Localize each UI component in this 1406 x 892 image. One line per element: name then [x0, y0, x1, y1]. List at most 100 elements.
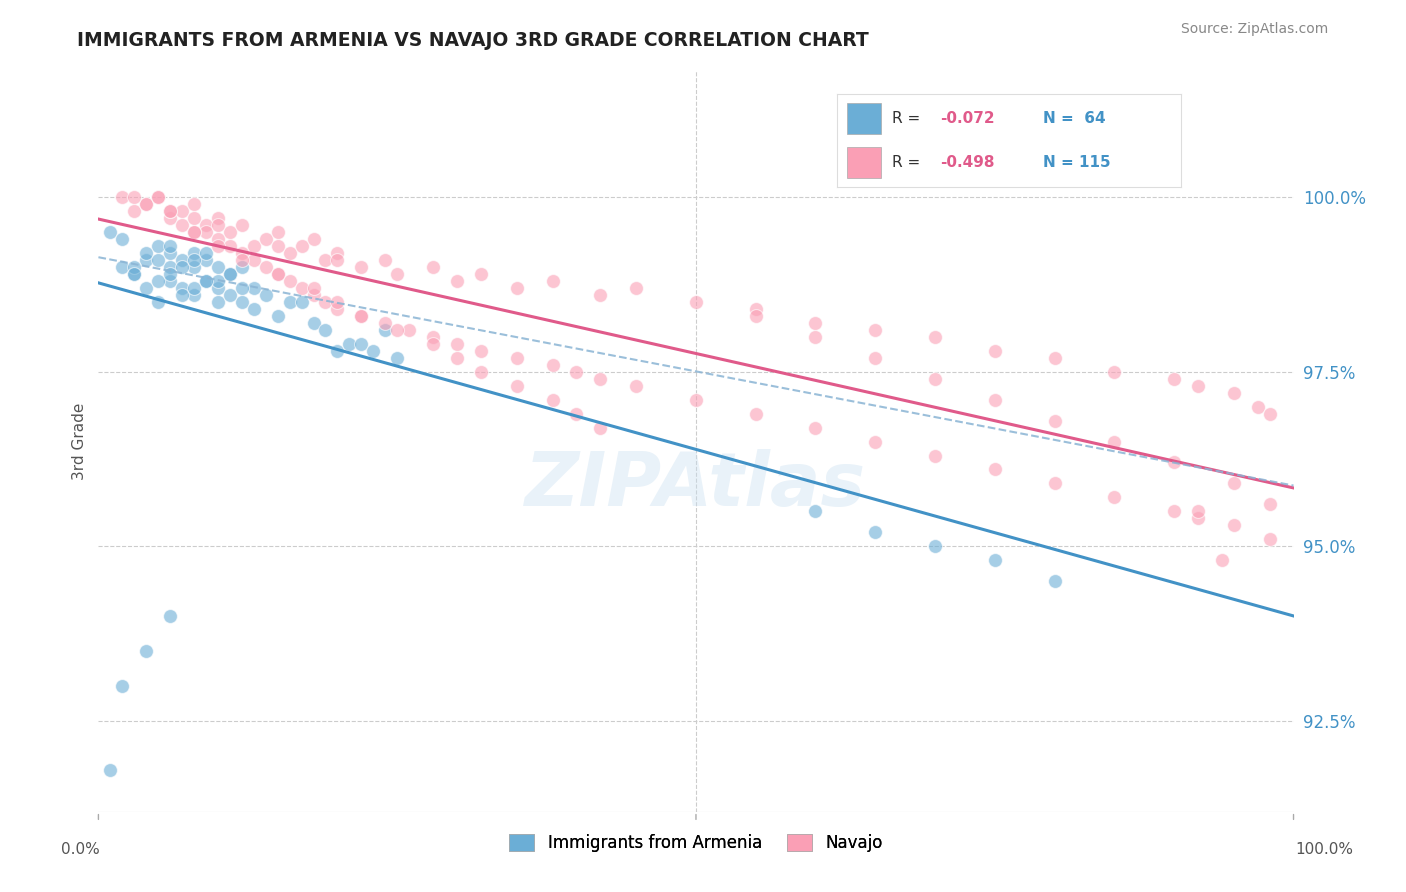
- Point: [219, 267, 242, 281]
- Point: [541, 392, 564, 407]
- Point: [183, 211, 205, 225]
- Y-axis label: 3rd Grade: 3rd Grade: [72, 403, 87, 480]
- Point: [924, 372, 946, 386]
- Point: [589, 372, 612, 386]
- Point: [183, 260, 205, 274]
- Point: [267, 225, 290, 239]
- Point: [291, 281, 314, 295]
- Point: [350, 309, 373, 323]
- Point: [470, 267, 492, 281]
- Point: [267, 309, 290, 323]
- Point: [339, 336, 361, 351]
- Point: [374, 252, 396, 267]
- Point: [422, 260, 444, 274]
- Point: [1258, 407, 1281, 421]
- Point: [745, 309, 768, 323]
- Point: [111, 260, 134, 274]
- Point: [1043, 476, 1066, 491]
- Point: [385, 267, 409, 281]
- Point: [1211, 553, 1233, 567]
- Point: [350, 309, 373, 323]
- Point: [1163, 455, 1185, 469]
- Text: R =: R =: [891, 111, 925, 126]
- Point: [219, 225, 242, 239]
- Point: [1043, 414, 1066, 428]
- Point: [984, 462, 1007, 476]
- Point: [326, 246, 349, 260]
- Point: [254, 260, 277, 274]
- Point: [1187, 378, 1209, 392]
- Point: [135, 197, 157, 211]
- Point: [350, 336, 373, 351]
- Text: Source: ZipAtlas.com: Source: ZipAtlas.com: [1181, 22, 1329, 37]
- Point: [865, 323, 887, 337]
- Point: [1104, 491, 1126, 505]
- Point: [159, 260, 181, 274]
- Point: [865, 434, 887, 449]
- Point: [302, 316, 325, 330]
- Point: [124, 267, 146, 281]
- Point: [565, 365, 588, 379]
- Point: [172, 252, 194, 267]
- Point: [159, 609, 181, 624]
- Point: [231, 281, 253, 295]
- Point: [470, 365, 492, 379]
- Point: [804, 420, 827, 434]
- Point: [541, 358, 564, 372]
- Point: [326, 343, 349, 358]
- Point: [865, 351, 887, 365]
- Point: [1223, 518, 1246, 533]
- Point: [124, 190, 146, 204]
- FancyBboxPatch shape: [846, 147, 882, 178]
- Point: [172, 281, 194, 295]
- Point: [398, 323, 420, 337]
- Point: [326, 301, 349, 316]
- Point: [374, 323, 396, 337]
- Point: [984, 553, 1007, 567]
- Point: [124, 260, 146, 274]
- Point: [231, 218, 253, 232]
- Point: [1258, 497, 1281, 511]
- Point: [231, 252, 253, 267]
- Point: [195, 274, 218, 288]
- Point: [804, 316, 827, 330]
- Point: [804, 504, 827, 518]
- Point: [924, 539, 946, 553]
- Point: [1043, 351, 1066, 365]
- Point: [207, 281, 229, 295]
- Point: [626, 281, 648, 295]
- Point: [195, 246, 218, 260]
- Point: [159, 204, 181, 219]
- Point: [207, 239, 229, 253]
- Point: [350, 260, 373, 274]
- Point: [111, 232, 134, 246]
- Point: [1223, 385, 1246, 400]
- Point: [135, 644, 157, 658]
- Point: [506, 281, 529, 295]
- Point: [1247, 400, 1270, 414]
- Point: [1258, 533, 1281, 547]
- Point: [254, 288, 277, 302]
- Point: [685, 294, 707, 309]
- Point: [267, 267, 290, 281]
- Point: [363, 343, 385, 358]
- Point: [565, 407, 588, 421]
- Point: [231, 260, 253, 274]
- Point: [183, 197, 205, 211]
- Point: [924, 449, 946, 463]
- Point: [291, 294, 314, 309]
- Point: [984, 392, 1007, 407]
- Point: [865, 525, 887, 540]
- Point: [267, 267, 290, 281]
- Point: [685, 392, 707, 407]
- Point: [804, 330, 827, 344]
- Point: [315, 323, 337, 337]
- Point: [183, 225, 205, 239]
- Point: [135, 252, 157, 267]
- Point: [254, 232, 277, 246]
- Point: [446, 351, 468, 365]
- Point: [1223, 476, 1246, 491]
- Point: [231, 246, 253, 260]
- Point: [124, 204, 146, 219]
- Point: [446, 336, 468, 351]
